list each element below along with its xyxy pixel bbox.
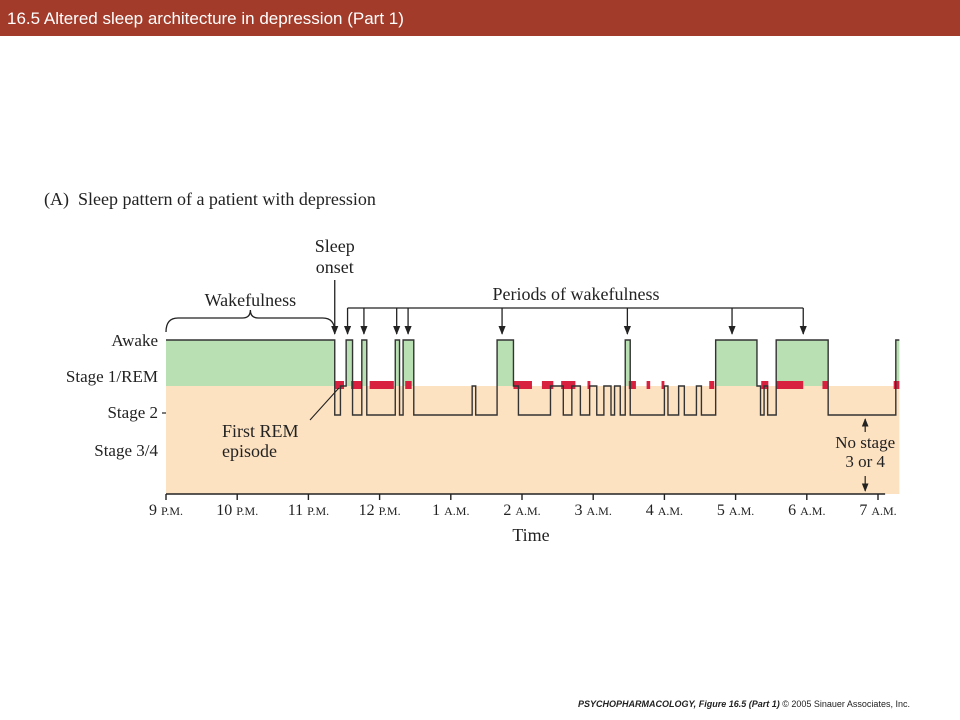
rem-episode	[513, 381, 532, 389]
y-label-stage1-rem: Stage 1/REM	[66, 367, 158, 386]
rem-episode	[541, 381, 554, 389]
x-tick-label: 3 A.M.	[575, 502, 612, 519]
plot-area: 9 P.M. 10 P.M. 11 P.M. 12 P.M. 1 A.M. 2 A.M. 3…	[149, 236, 900, 519]
copyright-footer: PSYCHOPHARMACOLOGY, Figure 16.5 (Part 1)…	[578, 699, 910, 709]
x-tick-label: 10 P.M.	[216, 502, 258, 519]
wakefulness-brace	[165, 309, 336, 333]
x-tick-label: 2 A.M.	[503, 502, 540, 519]
x-tick-label: 1 A.M.	[432, 502, 469, 519]
x-tick-label: 11 P.M.	[288, 502, 329, 519]
x-tick-label: 9 P.M.	[149, 502, 183, 519]
hypnogram-line	[166, 339, 900, 416]
first-rem-label: episode	[222, 441, 277, 461]
awake-period	[361, 340, 367, 386]
sleep-onset-label: Sleep	[315, 236, 355, 256]
rem-episode	[761, 381, 769, 389]
awake-period	[346, 340, 353, 386]
rem-episode	[587, 381, 591, 389]
awake-period	[395, 340, 400, 386]
awake-period	[895, 340, 900, 386]
y-label-awake: Awake	[111, 331, 158, 350]
sleep-onset-label: onset	[316, 257, 354, 277]
rem-episode	[405, 381, 412, 389]
rem-episode	[776, 381, 804, 389]
rem-episode	[661, 381, 665, 389]
x-tick-label: 12 P.M.	[359, 502, 401, 519]
slide-title: 16.5 Altered sleep architecture in depre…	[7, 9, 404, 28]
chart-title: (A) Sleep pattern of a patient with depr…	[44, 189, 376, 210]
rem-episode	[335, 381, 344, 389]
wakefulness-label: Wakefulness	[205, 290, 297, 310]
awake-period	[403, 340, 414, 386]
footer-copyright: © 2005 Sinauer Associates, Inc.	[782, 699, 910, 709]
rem-episode	[646, 381, 651, 389]
footer-figure: Figure 16.5 (Part 1)	[698, 699, 780, 709]
x-tick-label: 4 A.M.	[646, 502, 683, 519]
first-rem-leader	[309, 387, 340, 421]
awake-period	[166, 340, 335, 386]
periods-label: Periods of wakefulness	[493, 284, 660, 304]
rem-episode	[893, 381, 900, 389]
rem-episode	[351, 381, 362, 389]
sleep-stage-fill	[166, 386, 900, 494]
awake-period	[497, 340, 514, 386]
y-label-stage2: Stage 2	[107, 403, 158, 422]
rem-episode	[369, 381, 394, 389]
no-stage-label: No stage	[835, 433, 895, 452]
rem-episode	[628, 381, 636, 389]
x-axis-label: Time	[512, 525, 549, 545]
x-tick-label: 6 A.M.	[788, 502, 825, 519]
no-stage-label: 3 or 4	[845, 452, 885, 471]
rem-episode	[822, 381, 828, 389]
y-label-stage34: Stage 3/4	[94, 441, 158, 460]
footer-book: PSYCHOPHARMACOLOGY,	[578, 699, 697, 709]
x-tick-label: 5 A.M.	[717, 502, 754, 519]
rem-episode	[709, 381, 715, 389]
first-rem-label: First REM	[222, 421, 299, 441]
awake-period	[625, 340, 631, 386]
rem-episode	[561, 381, 576, 389]
x-tick-label: 7 A.M.	[859, 502, 896, 519]
awake-period	[715, 340, 757, 386]
title-bar: 16.5 Altered sleep architecture in depre…	[0, 0, 960, 36]
awake-period	[776, 340, 829, 386]
